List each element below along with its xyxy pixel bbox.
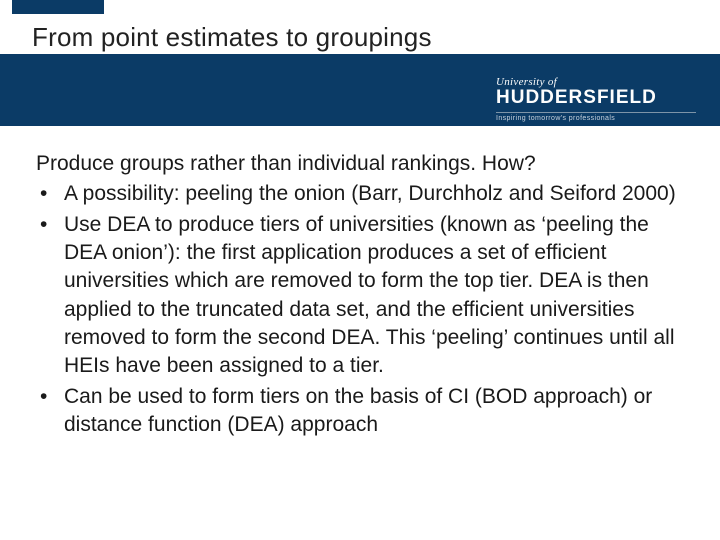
logo-wordmark: HUDDERSFIELD	[496, 87, 696, 109]
body-intro: Produce groups rather than individual ra…	[36, 150, 684, 178]
slide-title: From point estimates to groupings	[32, 22, 432, 53]
list-item: Can be used to form tiers on the basis o…	[36, 383, 684, 440]
title-band: University of HUDDERSFIELD Inspiring tom…	[0, 54, 720, 126]
bullet-list: A possibility: peeling the onion (Barr, …	[36, 180, 684, 439]
logo-divider	[496, 112, 696, 113]
logo-tagline: Inspiring tomorrow's professionals	[496, 115, 696, 122]
list-item: Use DEA to produce tiers of universities…	[36, 211, 684, 381]
university-logo: University of HUDDERSFIELD Inspiring tom…	[496, 76, 696, 122]
top-accent-bar	[12, 0, 104, 14]
list-item: A possibility: peeling the onion (Barr, …	[36, 180, 684, 208]
slide-body: Produce groups rather than individual ra…	[36, 150, 684, 439]
slide: From point estimates to groupings Univer…	[0, 0, 720, 540]
